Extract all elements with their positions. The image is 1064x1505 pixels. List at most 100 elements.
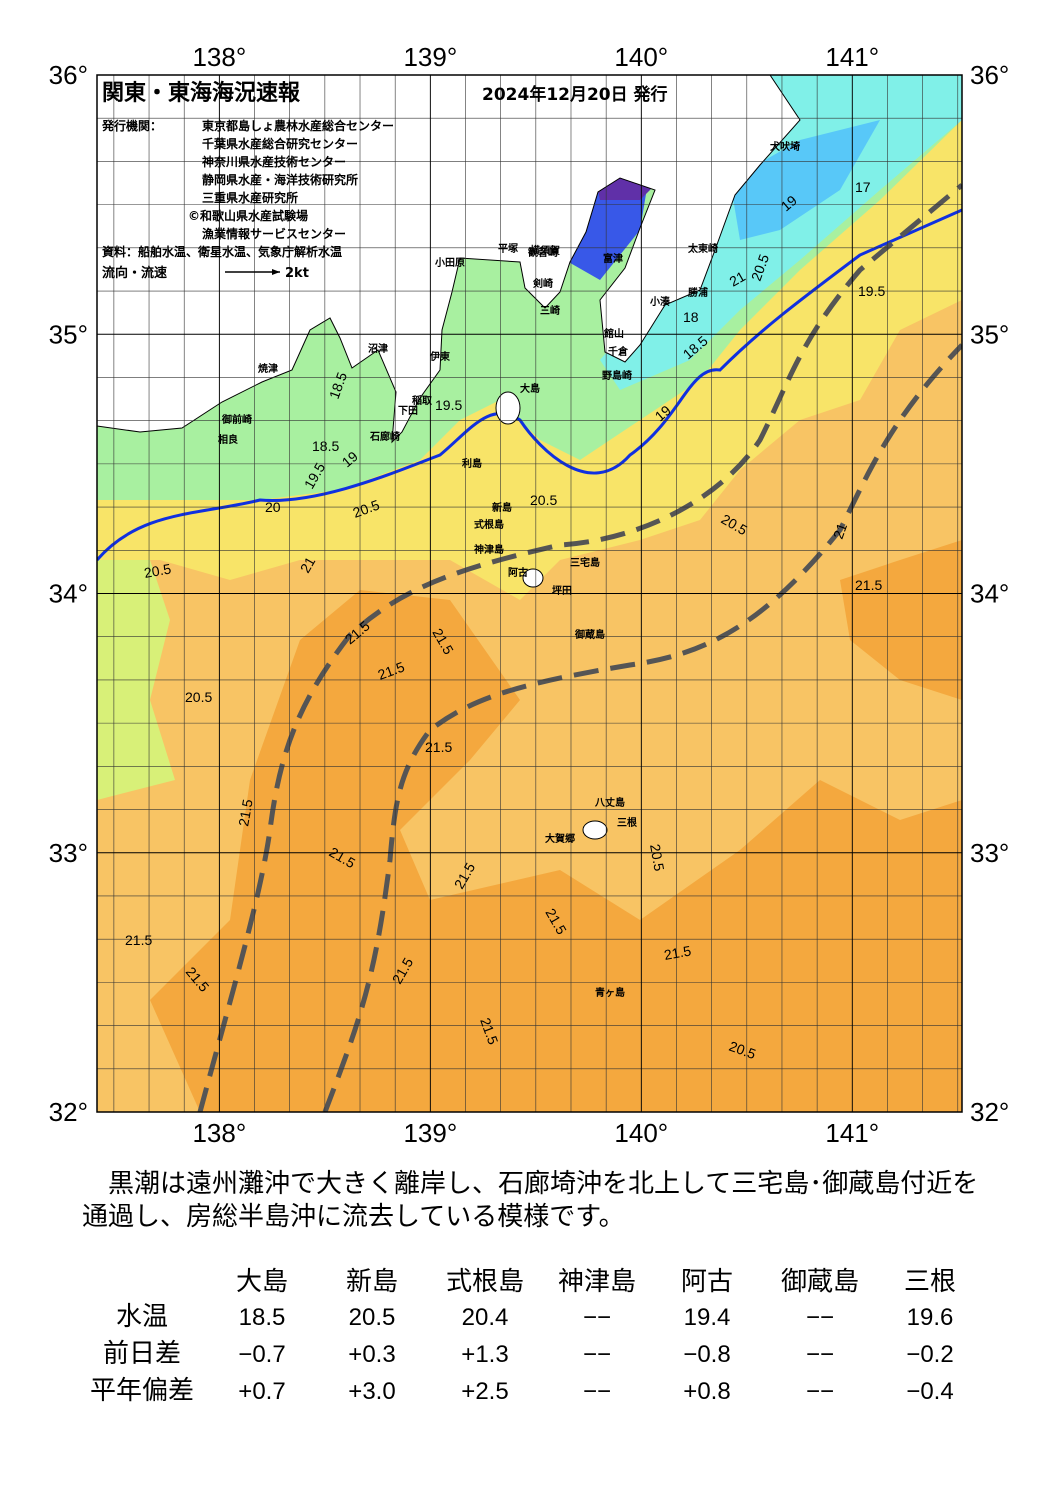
table-header: 新島	[346, 1267, 398, 1297]
place-name: 館山	[603, 327, 624, 340]
place-name: 伊東	[429, 350, 450, 363]
contour-label: 18.5	[312, 438, 339, 454]
table-cell: −−	[806, 1341, 834, 1368]
kuroshio-axis	[322, 343, 962, 1112]
place-name: 新島	[492, 501, 512, 514]
flow-arrowhead	[272, 269, 280, 275]
contour-label: 21	[727, 268, 749, 290]
contour-label: 20.5	[530, 492, 557, 508]
lat-label: 36°	[970, 60, 1009, 90]
table-cell: +3.0	[348, 1378, 395, 1405]
issuer: 三重県水産研究所	[202, 190, 298, 205]
table-cell: +1.3	[461, 1341, 508, 1368]
lon-label: 141°	[825, 1118, 879, 1148]
place-name: 稲取	[412, 394, 433, 407]
lat-label: 33°	[970, 838, 1009, 868]
issuer: 神奈川県水産技術センター	[202, 154, 346, 169]
table-cell: −−	[583, 1378, 611, 1405]
place-name: 下田	[398, 405, 418, 417]
island	[495, 391, 521, 425]
summary-line: 通過し、房総半島沖に流去している模様です。	[82, 1202, 625, 1232]
summary-line: 黒潮は遠州灘沖で大きく離岸し、石廊埼沖を北上して三宅島･御蔵島付近を	[82, 1169, 978, 1199]
place-name: 神津島	[474, 543, 504, 556]
place-name: 小湊	[649, 295, 671, 308]
row-label: 平年偏差	[90, 1376, 194, 1406]
contour-label: 20.5	[185, 689, 212, 705]
lat-label: 36°	[49, 60, 88, 90]
issuer: 千葉県水産総合研究センター	[202, 136, 358, 151]
table-cell: −−	[583, 1304, 611, 1331]
contour-label: 21.5	[125, 932, 152, 948]
table-cell: −−	[806, 1378, 834, 1405]
lon-label: 141°	[825, 42, 879, 72]
lon-label: 139°	[403, 42, 457, 72]
place-name: 三崎	[540, 304, 560, 317]
blue-zone	[730, 120, 880, 240]
kuroshio-axis	[197, 183, 962, 1112]
place-name: 坪田	[552, 584, 572, 597]
table-header: 御蔵島	[781, 1267, 859, 1297]
source: 資料：船舶水温、衛星水温、気象庁解析水温	[102, 244, 342, 259]
contour-label: 17	[855, 179, 871, 195]
place-name: 千倉	[608, 345, 629, 358]
issuer: ©和歌山県水産試験場	[188, 208, 308, 223]
row-label: 水温	[116, 1302, 168, 1332]
issuer: 静岡県水産・海洋技術研究所	[202, 172, 358, 187]
flow-scale: 2kt	[285, 266, 309, 281]
land	[97, 75, 801, 444]
lat-label: 32°	[970, 1097, 1009, 1127]
table-cell: +0.7	[238, 1378, 285, 1405]
table-header: 神津島	[558, 1267, 636, 1297]
place-name: 八丈島	[594, 796, 625, 809]
place-name: 勝浦	[688, 286, 708, 299]
table-header: 大島	[236, 1267, 288, 1297]
place-name: 野島崎	[602, 369, 632, 382]
lat-label: 32°	[49, 1097, 88, 1127]
isotherm	[97, 208, 962, 561]
table-header: 三根	[904, 1267, 956, 1297]
place-name: 阿古	[508, 566, 528, 579]
issue-date: 2024年12月20日 発行	[482, 84, 668, 105]
lon-label: 140°	[614, 42, 668, 72]
row-label: 前日差	[103, 1339, 181, 1369]
table-cell: −0.2	[906, 1341, 953, 1368]
place-name: 利島	[462, 457, 482, 470]
place-name: 富津	[603, 252, 623, 265]
place-name: 式根島	[474, 518, 504, 531]
contour-label: 21.5	[235, 798, 256, 828]
flow-label: 流向・流速	[102, 265, 167, 281]
table-cell: 20.5	[349, 1304, 396, 1331]
place-name: 犬吠埼	[770, 140, 800, 153]
table-header: 阿古	[681, 1267, 733, 1297]
lat-label: 33°	[49, 838, 88, 868]
table-cell: 19.4	[684, 1304, 731, 1331]
map-title: 関東・東海海況速報	[102, 80, 301, 106]
table-cell: −0.8	[683, 1341, 730, 1368]
contour-label: 21.5	[425, 739, 452, 755]
warm-patch	[840, 540, 962, 700]
lon-label: 138°	[192, 1118, 246, 1148]
table-cell: −−	[583, 1341, 611, 1368]
place-name: 小田原	[434, 256, 465, 269]
place-name: 御蔵島	[574, 628, 605, 641]
contour-label: 19.5	[858, 283, 885, 299]
place-name: 観音崎	[528, 246, 558, 259]
warm-patch	[150, 590, 962, 1112]
contour-label: 21.5	[663, 942, 693, 963]
contour-label: 21	[830, 521, 850, 541]
issuer: 漁業情報サービスセンター	[202, 226, 346, 241]
lon-label: 139°	[403, 1118, 457, 1148]
place-name: 御前崎	[221, 413, 252, 426]
island	[582, 820, 608, 840]
table-cell: 18.5	[239, 1304, 286, 1331]
contour-label: 20.5	[143, 560, 173, 581]
lat-label: 34°	[49, 579, 88, 609]
table-cell: 19.6	[907, 1304, 954, 1331]
contour-label: 18	[683, 309, 699, 325]
table-cell: +0.8	[683, 1378, 730, 1405]
lat-label: 35°	[49, 319, 88, 349]
contour-label: 21	[297, 554, 319, 576]
table-cell: +2.5	[461, 1378, 508, 1405]
place-name: 横須賀	[530, 244, 560, 257]
